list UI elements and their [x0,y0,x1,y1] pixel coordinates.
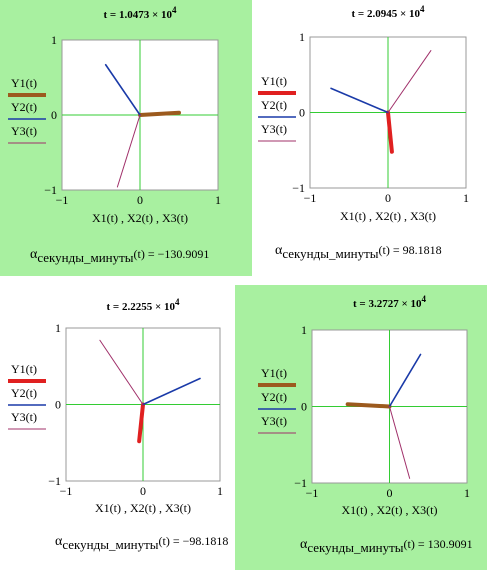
x-tick-label: −1 [304,191,317,205]
annotation-symbol: α [300,537,308,552]
series-line [388,353,422,408]
annotation-subscript: секунды_минуты [282,246,378,261]
annotation-symbol: α [55,534,63,549]
annotation-text: (t) = −98.1818 [159,534,229,548]
x-axis-label: X1(t) , X2(t) , X3(t) [95,501,191,515]
annotation: αсекунды_минуты(t) = −130.9091 [30,247,209,265]
legend-label: Y3(t) [261,122,287,136]
legend-label: Y1(t) [11,362,37,376]
y-tick-label: 1 [51,33,57,47]
annotation-text: (t) = 98.1818 [379,243,442,257]
series-line [104,63,141,116]
series-line [116,114,141,188]
x-axis-label: X1(t) , X2(t) , X3(t) [342,503,438,517]
x-tick-label: 0 [387,486,393,500]
annotation-subscript: секунды_минуты [307,540,403,555]
legend-label: Y2(t) [261,98,287,112]
y-tick-label: 1 [55,321,61,335]
x-tick-label: 0 [137,193,143,207]
y-tick-label: 0 [301,400,307,414]
chart-title: t = 3.2727 × 104 [353,294,426,310]
series-line [99,339,144,405]
y-tick-label: 1 [301,323,307,337]
y-tick-label: 0 [55,398,61,412]
legend-label: Y2(t) [11,386,37,400]
y-tick-label: −1 [294,476,307,490]
legend-label: Y1(t) [11,76,37,90]
annotation: αсекунды_минуты(t) = 98.1818 [275,243,442,261]
title-text: t = 3.2727 × 10 [353,298,422,310]
series-line [137,402,145,444]
series-line [345,402,392,409]
x-tick-label: −1 [56,193,69,207]
x-tick-label: 1 [215,193,221,207]
legend-label: Y3(t) [11,410,37,424]
series-line [138,110,181,117]
title-text: t = 2.2255 × 10 [107,301,176,313]
title-text: t = 2.0945 × 10 [352,8,421,20]
chart-title: t = 2.2255 × 104 [107,297,180,313]
x-tick-label: 1 [463,191,469,205]
chart-title: t = 1.0473 × 104 [104,5,177,21]
legend-label: Y2(t) [11,100,37,114]
title-text: t = 1.0473 × 10 [104,9,173,21]
legend-label: Y3(t) [261,414,287,428]
series-line [389,406,411,479]
x-tick-label: 0 [385,191,391,205]
legend-label: Y1(t) [261,366,287,380]
y-tick-label: 0 [299,106,305,120]
y-tick-label: −1 [44,183,57,197]
y-tick-label: −1 [48,474,61,488]
x-tick-label: −1 [306,486,319,500]
y-tick-label: −1 [292,181,305,195]
series-line [142,377,201,406]
title-exponent: 4 [172,5,177,15]
x-tick-label: 0 [140,484,146,498]
legend-label: Y2(t) [261,390,287,404]
y-tick-label: 0 [51,108,57,122]
legend-label: Y3(t) [11,124,37,138]
x-axis-label: X1(t) , X2(t) , X3(t) [340,209,436,223]
annotation-text: (t) = 130.9091 [404,537,473,551]
title-exponent: 4 [421,294,426,304]
title-exponent: 4 [175,297,180,307]
annotation: αсекунды_минуты(t) = −98.1818 [55,534,228,552]
series-line [330,87,389,114]
y-tick-label: 1 [299,30,305,44]
series-line [387,50,432,113]
annotation: αсекунды_минуты(t) = 130.9091 [300,537,473,555]
x-tick-label: 1 [217,484,223,498]
annotation-subscript: секунды_минуты [62,537,158,552]
x-tick-label: 1 [464,486,470,500]
annotation-symbol: α [275,243,283,258]
annotation-text: (t) = −130.9091 [134,247,210,261]
x-tick-label: −1 [60,484,73,498]
annotation-symbol: α [30,247,38,262]
series-line [386,110,394,154]
annotation-subscript: секунды_минуты [37,250,133,265]
chart-title: t = 2.0945 × 104 [352,4,425,20]
title-exponent: 4 [420,4,425,14]
x-axis-label: X1(t) , X2(t) , X3(t) [92,211,188,225]
legend-label: Y1(t) [261,74,287,88]
